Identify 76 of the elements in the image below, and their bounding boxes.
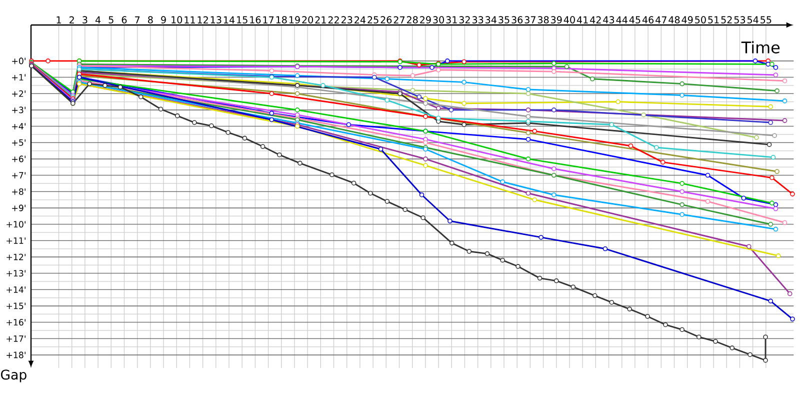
x-tick-label: 24 [354,16,366,24]
y-tick-label: +8' [12,188,26,195]
x-tick-label: 1 [56,16,61,24]
x-tick-label: 52 [721,16,732,24]
x-tick-label: 51 [708,16,719,24]
y-tick-label: +7' [12,172,26,178]
x-tick-label: 44 [616,16,628,24]
x-tick-label: 54 [747,16,758,24]
y-tick-label: +10' [6,221,26,228]
x-tick-label: 29 [420,16,431,24]
y-tick-label: +13' [6,270,26,277]
x-tick-label: 5 [108,16,114,24]
x-tick-label: 41 [576,16,588,24]
x-tick-label: 11 [184,16,195,24]
x-tick-label: 3 [82,16,88,24]
y-tick-label: +5' [12,139,26,146]
x-tick-label: 22 [328,16,339,24]
x-axis-title: Time [741,41,780,54]
x-tick-label: 37 [524,16,536,24]
x-tick-label: 15 [237,16,248,24]
x-tick-label: 34 [486,16,496,24]
x-tick-label: 55 [760,16,772,24]
x-tick-label: 32 [459,16,470,24]
x-tick-label: 42 [590,16,601,24]
y-tick-label: +4' [12,123,26,130]
y-tick-label: +16' [6,319,26,326]
x-tick-label: 48 [668,16,680,24]
x-tick-label: 43 [603,16,614,24]
y-tick-label: +18' [6,352,26,358]
x-tick-label: 26 [380,16,392,24]
x-tick-label: 25 [368,16,378,24]
x-tick-label: 16 [250,16,261,24]
y-tick-label: +12' [6,254,26,260]
x-tick-label: 10 [172,16,182,24]
x-tick-label: 53 [734,16,746,24]
y-tick-label: +2' [12,90,26,97]
x-tick-label: 4 [95,16,101,24]
x-tick-label: 40 [564,16,575,24]
x-tick-label: 35 [498,16,510,24]
x-tick-label: 45 [629,16,640,24]
x-tick-label: 14 [224,16,235,24]
x-tick-label: 6 [122,16,127,24]
x-tick-label: 7 [135,16,140,24]
x-tick-label: 50 [695,16,706,24]
x-tick-label: 46 [642,16,654,24]
x-tick-label: 47 [656,16,666,24]
x-tick-label: 13 [210,16,222,24]
x-tick-label: 20 [302,16,314,24]
x-tick-label: 2 [70,16,74,24]
x-tick-label: 49 [682,16,693,24]
x-tick-label: 30 [433,16,444,24]
y-tick-label: +3' [12,106,26,114]
x-tick-label: 31 [446,16,457,24]
x-tick-label: 17 [263,16,274,24]
x-tick-label: 8 [148,16,153,24]
x-tick-label: 27 [394,16,405,24]
y-tick-label: +11' [6,237,26,244]
y-tick-label: +1' [12,74,26,80]
x-tick-label: 21 [315,16,326,24]
y-tick-label: +17' [6,335,26,342]
y-axis-title: Gap [1,370,26,382]
x-tick-label: 23 [341,16,352,24]
x-tick-label: 19 [289,16,300,24]
x-tick-label: 9 [161,16,166,24]
y-tick-label: +14' [6,286,26,293]
x-tick-label: 36 [512,16,523,24]
x-tick-label: 28 [406,16,418,24]
x-tick-label: 39 [551,16,562,24]
x-tick-label: 12 [198,16,208,24]
y-tick-label: +0' [12,58,26,64]
y-tick-label: +9' [12,204,26,212]
x-tick-label: 33 [472,16,484,24]
x-tick-label: 18 [276,16,287,24]
x-tick-label: 38 [538,16,549,24]
y-tick-label: +15' [6,302,26,310]
y-tick-label: +6' [12,156,26,162]
